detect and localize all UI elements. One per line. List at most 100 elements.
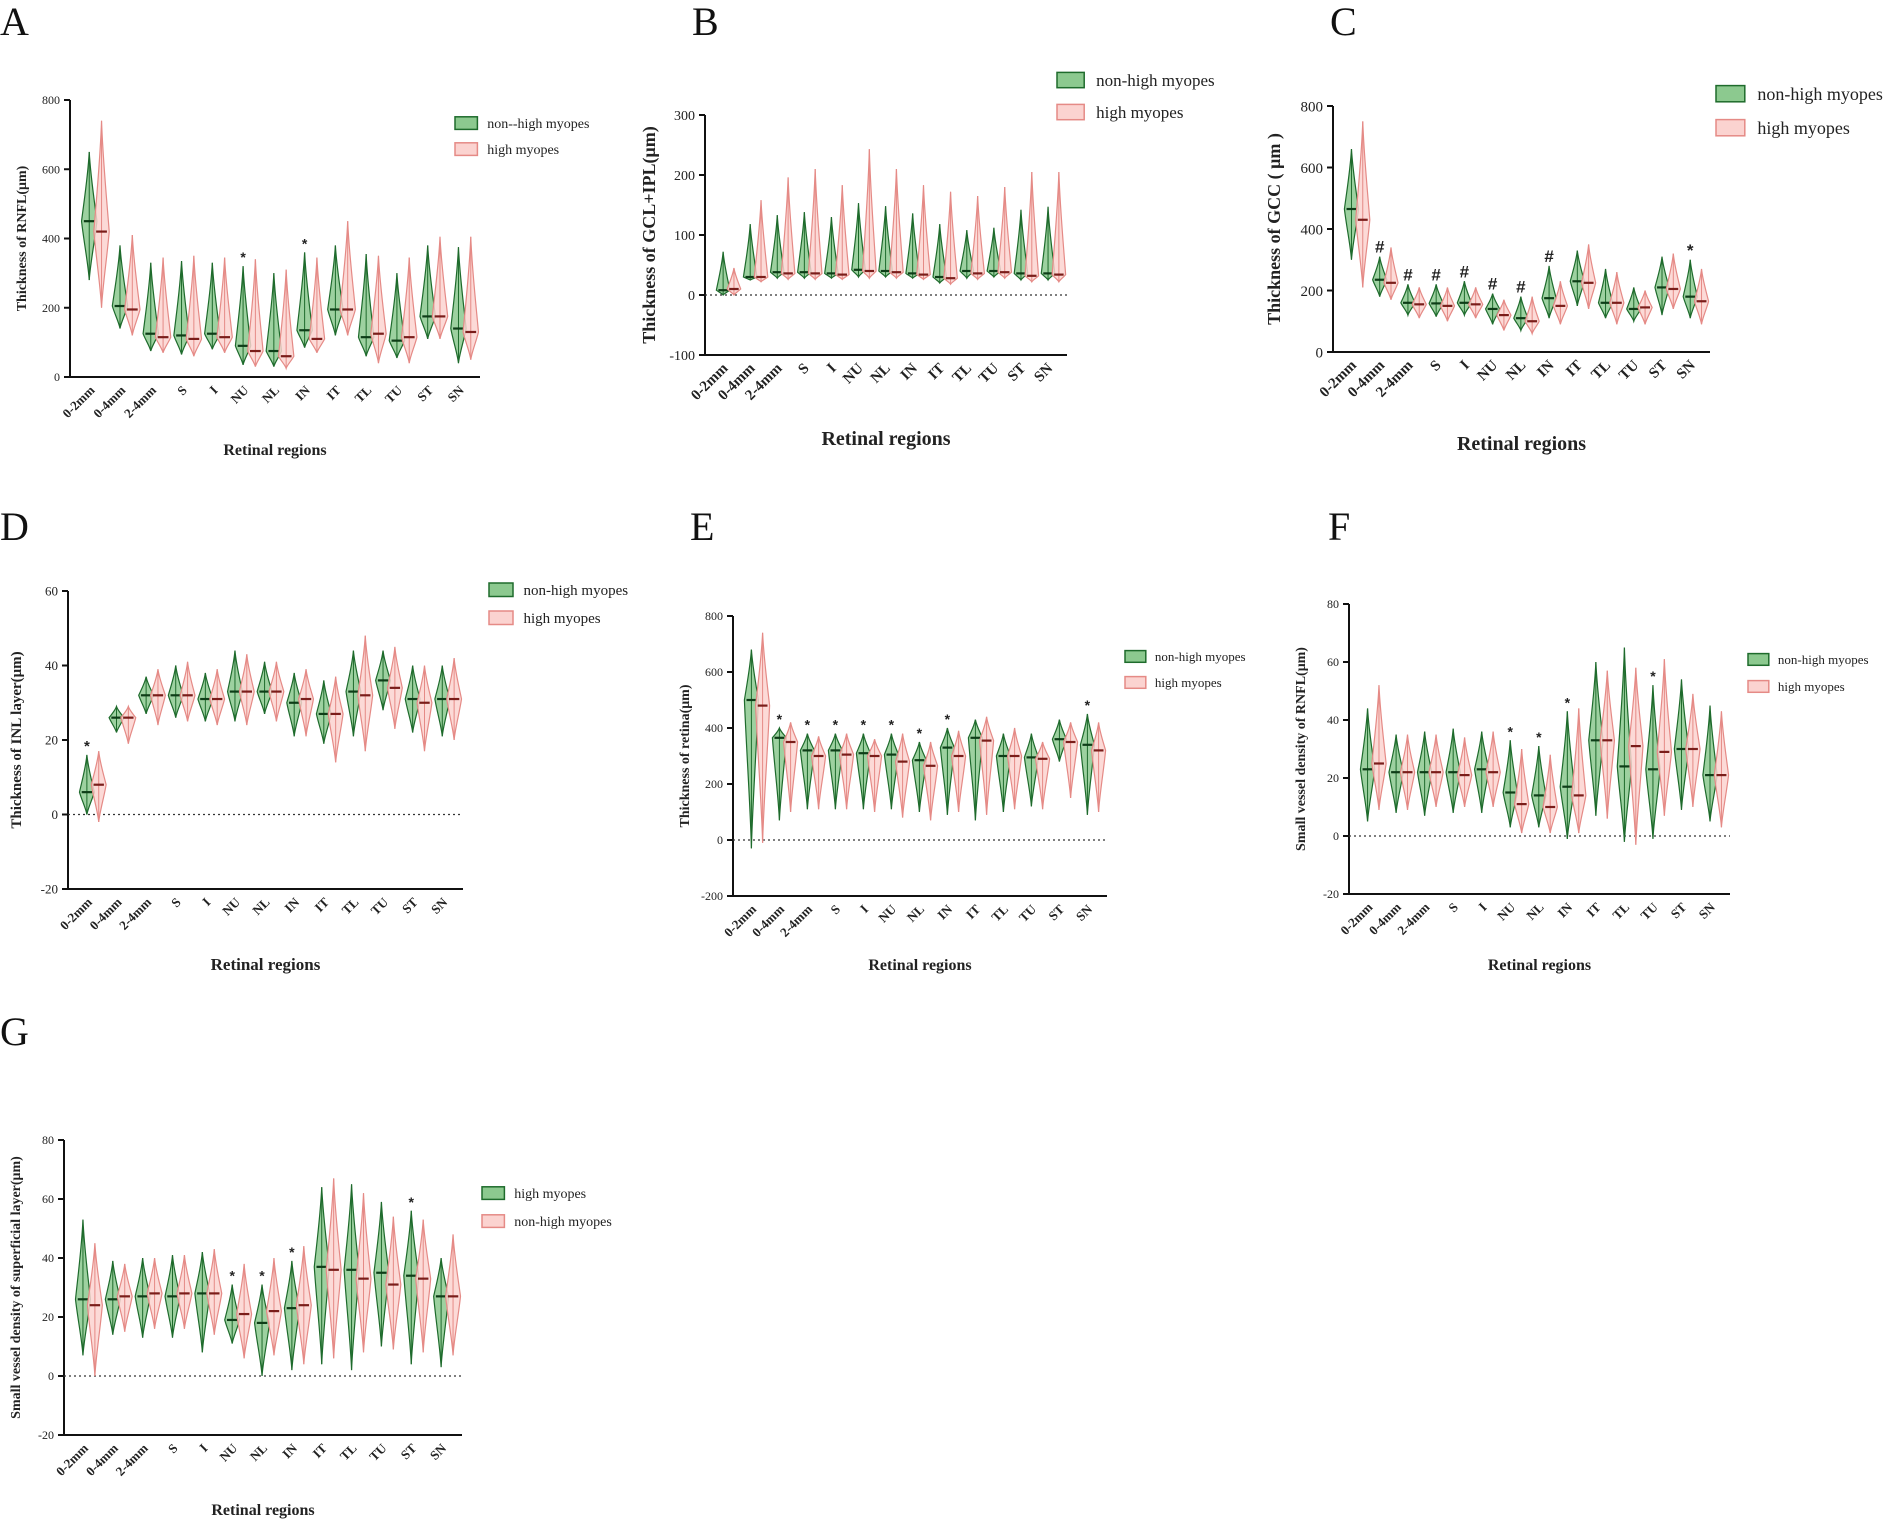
x-tick-label: 0-4mm xyxy=(90,382,128,420)
x-tick-label: I xyxy=(824,360,840,376)
panel-letter: G xyxy=(0,1009,29,1054)
y-tick-label: 600 xyxy=(1301,161,1324,177)
significance-mark: * xyxy=(302,235,308,251)
significance-mark: * xyxy=(889,717,895,733)
x-tick-label: TU xyxy=(1016,901,1040,925)
x-tick-label: NU xyxy=(1494,899,1518,923)
x-axis-title: Retinal regions xyxy=(1488,957,1591,974)
x-tick-label: S xyxy=(174,383,190,399)
y-tick-label: 200 xyxy=(705,777,723,791)
legend-swatch-green xyxy=(1747,652,1770,667)
y-tick-label: 20 xyxy=(45,733,58,748)
x-tick-label: ST xyxy=(397,1440,419,1462)
y-tick-label: 800 xyxy=(705,609,723,623)
y-tick-label: -200 xyxy=(701,889,723,903)
x-tick-label: S xyxy=(795,361,812,378)
legend-swatch-green xyxy=(1124,649,1147,664)
x-tick-label: S xyxy=(168,895,184,911)
y-tick-label: 200 xyxy=(1301,284,1324,300)
x-tick-label: S xyxy=(1445,900,1461,916)
x-tick-label: IN xyxy=(934,901,955,922)
legend-label: non-high myopes xyxy=(1778,652,1869,667)
legend-label: non-high myopes xyxy=(524,583,629,599)
significance-mark: # xyxy=(1488,275,1498,294)
x-tick-label: IN xyxy=(898,360,921,383)
x-tick-label: S xyxy=(827,902,843,918)
x-tick-label: TL xyxy=(337,1440,360,1463)
x-axis-title: Retinal regions xyxy=(868,957,971,974)
x-axis-title: Retinal regions xyxy=(211,955,321,974)
x-tick-label: IT xyxy=(309,1440,330,1461)
legend-label: non-high myopes xyxy=(1757,84,1883,104)
y-tick-label: 400 xyxy=(42,232,60,246)
panel-letter: E xyxy=(690,504,714,549)
y-tick-label: 40 xyxy=(1327,713,1339,727)
y-tick-label: -20 xyxy=(1323,887,1339,901)
legend-swatch-green xyxy=(1056,71,1085,89)
y-tick-label: 60 xyxy=(45,584,58,599)
x-tick-label: IN xyxy=(1554,899,1575,920)
y-tick-label: 20 xyxy=(42,1310,54,1324)
y-tick-label: -100 xyxy=(669,349,695,364)
legend-label: high myopes xyxy=(514,1187,586,1202)
legend-label: non--high myopes xyxy=(487,117,589,132)
x-tick-label: IT xyxy=(963,901,984,922)
x-tick-label: ST xyxy=(1646,358,1670,382)
legend-swatch-green xyxy=(454,116,479,131)
x-tick-label: NL xyxy=(247,1440,271,1464)
y-tick-label: 0 xyxy=(688,289,695,304)
x-tick-label: IT xyxy=(323,382,344,403)
significance-mark: * xyxy=(1650,668,1656,684)
x-tick-label: NU xyxy=(216,1440,240,1464)
x-tick-label: TU xyxy=(366,1440,390,1464)
x-tick-label: TL xyxy=(352,382,375,405)
x-tick-label: IN xyxy=(279,1440,300,1461)
x-tick-label: S xyxy=(1427,358,1444,375)
y-axis-title: Small vessel density of superficial laye… xyxy=(9,1156,24,1419)
x-tick-label: SN xyxy=(428,894,451,917)
x-tick-label: TU xyxy=(976,360,1002,386)
x-tick-label: S xyxy=(165,1441,181,1457)
legend-label: high myopes xyxy=(524,611,601,627)
significance-mark: * xyxy=(833,717,839,733)
x-tick-label: 0-2mm xyxy=(57,894,95,932)
y-axis-title: Small vessel density of RNFL(μm) xyxy=(1294,647,1309,851)
y-tick-label: -20 xyxy=(38,1428,54,1442)
x-tick-label: 2-4mm xyxy=(113,1440,151,1478)
y-tick-label: 0 xyxy=(1333,829,1339,843)
panel-letter: A xyxy=(0,0,29,44)
panel-letter: D xyxy=(0,504,29,549)
x-tick-label: NU xyxy=(219,894,243,918)
x-tick-label: SN xyxy=(1073,901,1096,924)
x-tick-label: ST xyxy=(1045,901,1067,923)
x-tick-label: 0-4mm xyxy=(86,894,124,932)
legend-swatch-pink xyxy=(1747,679,1770,694)
significance-mark: * xyxy=(1687,241,1694,260)
x-tick-label: TL xyxy=(1609,899,1632,922)
y-tick-label: 60 xyxy=(1327,655,1339,669)
legend-swatch-pink xyxy=(488,610,514,626)
x-tick-label: 2-4mm xyxy=(777,901,815,939)
y-tick-label: 300 xyxy=(674,109,695,124)
y-tick-label: 0 xyxy=(1316,345,1324,361)
panel-letter: F xyxy=(1328,504,1350,549)
significance-mark: * xyxy=(777,711,783,727)
legend-swatch-green xyxy=(1715,84,1746,103)
x-tick-label: SN xyxy=(1031,360,1056,385)
x-tick-label: IT xyxy=(1583,899,1604,920)
x-tick-label: ST xyxy=(1667,899,1689,921)
significance-mark: * xyxy=(861,717,867,733)
x-tick-label: NL xyxy=(249,894,273,918)
x-tick-label: ST xyxy=(1005,361,1029,385)
x-tick-label: IN xyxy=(1534,357,1557,380)
x-tick-label: I xyxy=(1457,357,1473,373)
legend-label: non-high myopes xyxy=(1096,71,1215,90)
x-tick-label: TU xyxy=(1616,357,1642,383)
y-tick-label: 600 xyxy=(705,665,723,679)
y-axis-title: Thickness of RNFL(μm) xyxy=(15,165,30,311)
